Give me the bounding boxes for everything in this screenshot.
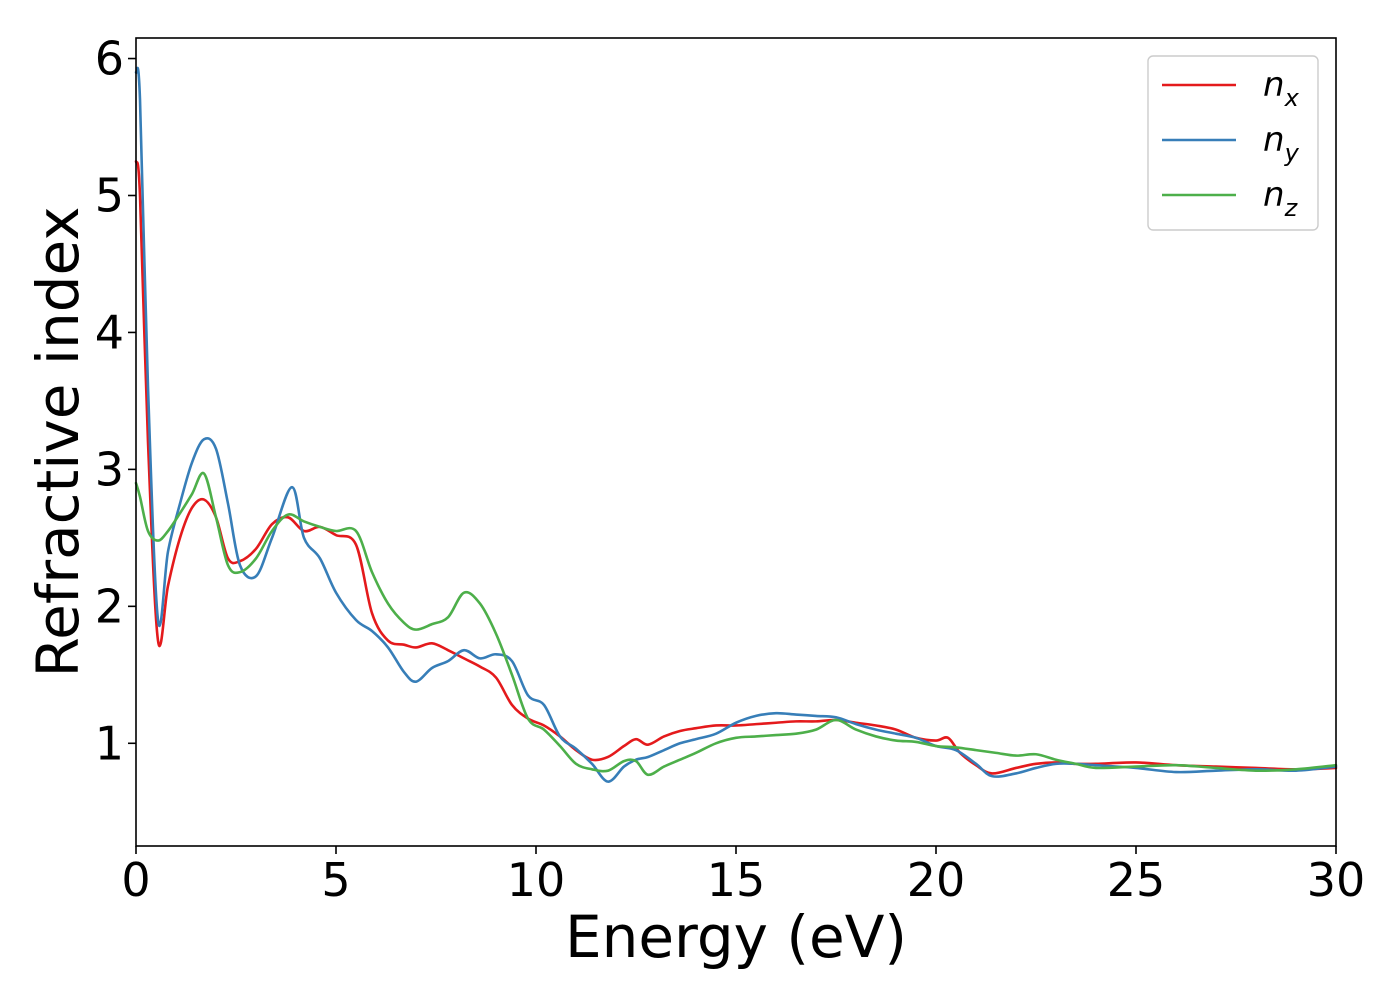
- y-axis: 1 2 3 4 5 6: [95, 32, 136, 770]
- y-tick-label: 6: [95, 32, 124, 86]
- y-tick-label: 4: [95, 305, 124, 359]
- legend-label-z: nz: [1263, 175, 1299, 222]
- series-line-y: [134, 66, 1338, 783]
- plot-area: [136, 38, 1336, 846]
- legend-label-y: ny: [1263, 120, 1300, 167]
- x-axis-label: Energy (eV): [565, 903, 907, 971]
- series-layer: [134, 66, 1338, 783]
- x-tick-label: 20: [907, 853, 966, 907]
- legend: nx ny nz: [1147, 55, 1319, 231]
- x-tick-label: 30: [1307, 853, 1366, 907]
- y-axis-label: Refractive index: [24, 206, 92, 677]
- x-tick-label: 25: [1107, 853, 1166, 907]
- y-tick-label: 2: [95, 579, 124, 633]
- legend-label-x: nx: [1263, 65, 1300, 112]
- legend-box: [1147, 55, 1319, 231]
- x-axis: 0 5 10 15 20 25 30: [121, 846, 1365, 907]
- x-tick-label: 5: [321, 853, 350, 907]
- x-tick-label: 10: [507, 853, 566, 907]
- y-tick-label: 1: [95, 716, 124, 770]
- series-line-z: [134, 471, 1338, 777]
- y-tick-label: 3: [95, 442, 124, 496]
- x-tick-label: 0: [121, 853, 150, 907]
- y-tick-label: 5: [95, 168, 124, 222]
- x-tick-label: 15: [707, 853, 766, 907]
